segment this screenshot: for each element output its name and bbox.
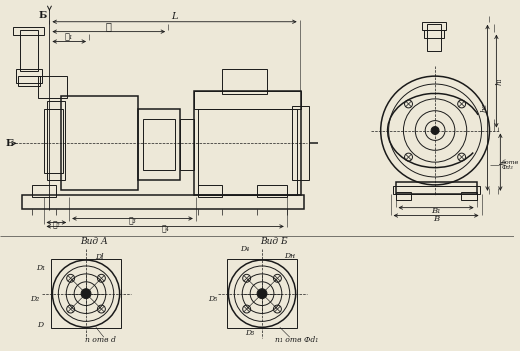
Text: Фd₃: Фd₃: [501, 165, 513, 170]
Bar: [198, 185, 223, 197]
Text: Б: Б: [38, 11, 46, 20]
Bar: [422, 22, 446, 29]
Text: Вид А: Вид А: [80, 237, 108, 246]
Text: Вид Б: Вид Б: [260, 237, 288, 246]
Text: D₃: D₃: [245, 329, 255, 337]
Bar: [20, 29, 37, 71]
Bar: [198, 109, 296, 195]
Bar: [47, 101, 66, 180]
Text: ℓ₃: ℓ₃: [128, 218, 136, 225]
Text: D₁: D₁: [36, 264, 45, 272]
Text: hc: hc: [480, 103, 488, 112]
Text: D₅: D₅: [208, 294, 217, 303]
Bar: [22, 195, 304, 208]
Bar: [13, 27, 45, 35]
Text: h: h: [499, 160, 508, 165]
Text: h₁: h₁: [496, 77, 503, 85]
Bar: [61, 96, 138, 190]
Text: B₁: B₁: [431, 207, 441, 214]
Bar: [223, 69, 267, 94]
Text: D: D: [37, 321, 44, 329]
Bar: [138, 109, 180, 180]
Text: Dн: Dн: [284, 252, 295, 260]
Bar: [194, 91, 301, 195]
Text: B: B: [433, 214, 439, 223]
Circle shape: [81, 289, 91, 299]
Text: ℓ₂: ℓ₂: [53, 221, 60, 230]
Bar: [292, 106, 309, 180]
Bar: [51, 259, 121, 328]
Text: D₄: D₄: [240, 245, 249, 253]
Bar: [424, 29, 444, 38]
Bar: [396, 182, 477, 194]
Bar: [44, 109, 63, 173]
Bar: [37, 76, 67, 98]
Bar: [16, 69, 42, 83]
Bar: [427, 24, 441, 51]
Bar: [194, 91, 301, 109]
Text: ℓ₁: ℓ₁: [65, 34, 73, 41]
Text: L: L: [171, 12, 178, 21]
Bar: [144, 119, 175, 170]
Bar: [32, 185, 56, 197]
Text: ℓ₄: ℓ₄: [161, 225, 169, 233]
Bar: [227, 259, 296, 328]
Circle shape: [431, 127, 439, 134]
Bar: [257, 185, 287, 197]
Bar: [393, 186, 479, 194]
Text: Б: Б: [6, 139, 14, 148]
Text: D₂: D₂: [30, 294, 39, 303]
Bar: [396, 192, 411, 200]
Text: n отв d: n отв d: [85, 336, 116, 344]
Text: ботв: ботв: [501, 160, 518, 165]
Bar: [180, 119, 194, 170]
Text: ℓ: ℓ: [106, 22, 112, 31]
Text: Dl: Dl: [96, 253, 104, 261]
Circle shape: [257, 289, 267, 299]
Bar: [18, 76, 40, 86]
Text: n₁ отв Фd₁: n₁ отв Фd₁: [275, 336, 318, 344]
Bar: [461, 192, 477, 200]
